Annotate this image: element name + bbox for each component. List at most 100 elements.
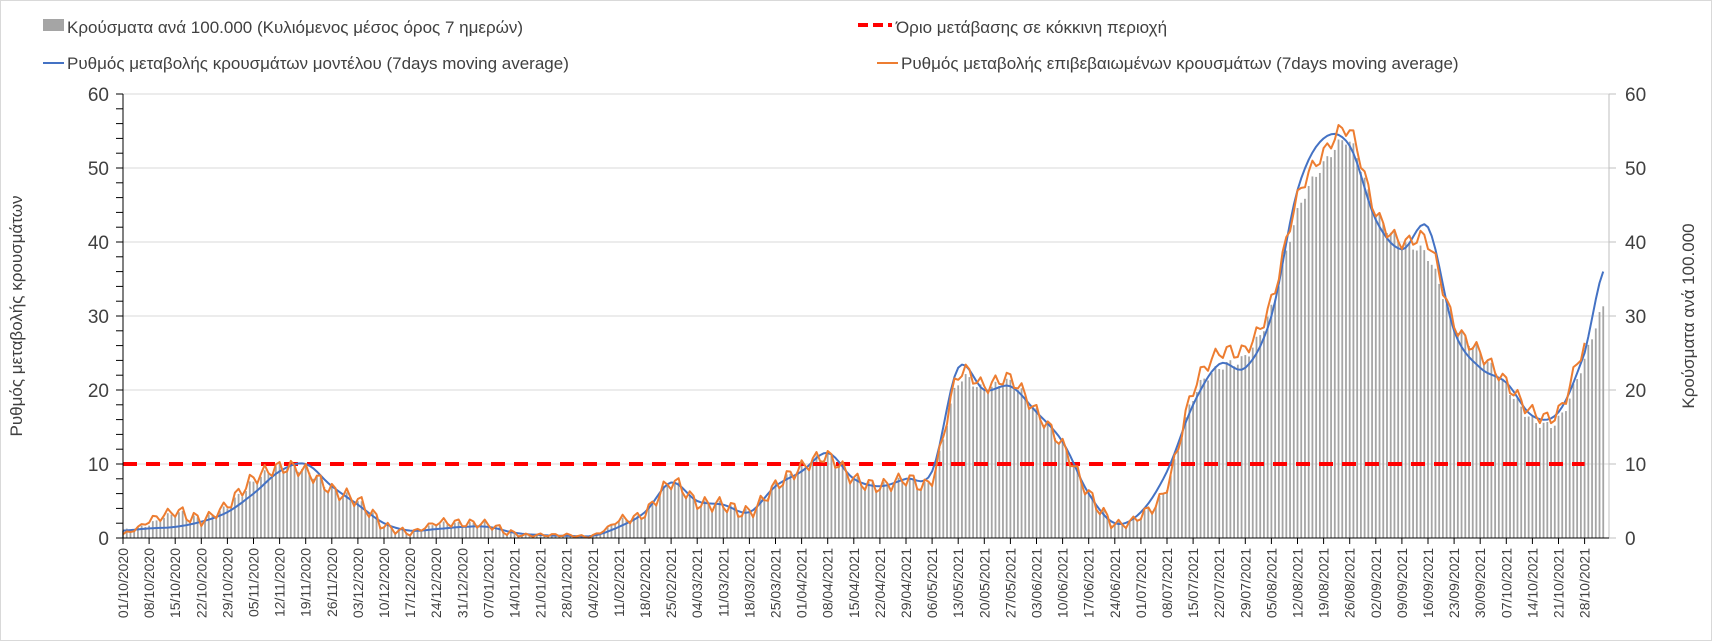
bar <box>491 528 494 538</box>
bar <box>1307 185 1310 538</box>
bar <box>1166 489 1168 538</box>
line-series <box>122 124 1605 539</box>
bar <box>1136 519 1139 538</box>
x-tick-label: 01/04/2021 <box>794 548 810 618</box>
bar <box>513 532 516 538</box>
bar <box>327 490 329 538</box>
bar <box>1274 299 1277 538</box>
bar <box>1132 518 1135 538</box>
x-tick-label: 13/05/2021 <box>950 548 966 618</box>
bar <box>178 512 180 538</box>
bar <box>1024 396 1027 538</box>
bar <box>610 525 613 538</box>
bar <box>1113 524 1116 538</box>
bar <box>289 462 292 538</box>
bar <box>390 528 393 538</box>
x-tick-label: 28/01/2021 <box>559 548 575 618</box>
legend-swatch-bars <box>43 19 64 31</box>
bar <box>1300 202 1303 539</box>
bar <box>979 384 982 538</box>
x-tick-label: 18/03/2021 <box>741 548 757 618</box>
bar <box>476 526 479 538</box>
bar <box>1348 141 1351 538</box>
x-tick-label: 30/09/2021 <box>1472 548 1488 618</box>
bar <box>1054 438 1057 538</box>
bar <box>767 497 769 538</box>
bar <box>1311 176 1314 538</box>
bar <box>1520 406 1523 538</box>
bar <box>1225 362 1228 538</box>
bar <box>1352 143 1355 538</box>
x-tick-label: 16/09/2021 <box>1420 548 1436 618</box>
bar <box>599 533 602 538</box>
bar <box>841 464 844 538</box>
x-tick-label: 15/04/2021 <box>846 548 862 618</box>
bar <box>159 521 162 538</box>
bar <box>137 527 139 538</box>
x-tick-label: 09/09/2021 <box>1394 548 1410 618</box>
bar <box>453 522 456 538</box>
bar <box>330 486 333 538</box>
bar <box>1192 401 1194 538</box>
bar <box>949 403 952 538</box>
bar <box>1177 451 1180 538</box>
bar <box>312 478 315 538</box>
bar <box>737 514 740 538</box>
bar <box>961 381 963 538</box>
bar <box>129 529 132 538</box>
bar <box>987 393 989 538</box>
bar <box>494 526 497 538</box>
bar <box>1374 214 1377 538</box>
bar <box>1016 390 1019 538</box>
bar <box>718 500 721 538</box>
x-tick-label: 11/02/2021 <box>611 548 627 617</box>
bar <box>625 520 628 538</box>
bar <box>644 516 646 538</box>
bar <box>1263 331 1265 538</box>
bar <box>155 520 158 538</box>
x-tick-label: 15/07/2021 <box>1185 548 1201 618</box>
bar <box>968 377 971 538</box>
bar <box>401 529 404 538</box>
bar <box>789 473 792 538</box>
bar <box>1084 491 1086 538</box>
bar <box>1005 378 1008 538</box>
bar <box>1565 411 1567 538</box>
bar <box>655 504 658 538</box>
bar <box>901 482 904 538</box>
bar <box>1378 214 1381 538</box>
bar <box>468 521 471 538</box>
bar <box>245 491 247 538</box>
x-tick-label: 08/04/2021 <box>820 548 836 618</box>
bar <box>759 498 762 538</box>
bar <box>647 507 650 538</box>
y-tick-label-left: 30 <box>88 307 109 328</box>
bar <box>1318 172 1321 538</box>
bar <box>1591 339 1593 538</box>
x-tick-label: 03/12/2020 <box>350 548 366 618</box>
bar <box>972 386 975 538</box>
bar <box>1143 510 1146 538</box>
bar <box>1181 438 1183 538</box>
bar <box>942 439 945 538</box>
x-tick-label: 19/11/2020 <box>298 548 314 617</box>
bar <box>834 464 837 538</box>
bar <box>700 506 702 538</box>
y-tick-label-right: 20 <box>1625 381 1646 402</box>
bar <box>1568 398 1571 538</box>
bar <box>800 464 803 538</box>
x-tick-label: 14/01/2021 <box>507 548 523 618</box>
bar <box>1598 312 1601 538</box>
bar <box>1069 463 1071 538</box>
bar <box>1427 260 1429 538</box>
bar <box>1072 466 1075 538</box>
bar <box>222 506 225 538</box>
bar <box>744 508 747 538</box>
bar <box>241 496 244 538</box>
bar <box>282 470 285 538</box>
bar <box>1255 336 1258 538</box>
bar <box>796 472 799 538</box>
bar <box>1039 418 1042 538</box>
bar <box>196 517 199 538</box>
bar <box>755 506 758 538</box>
